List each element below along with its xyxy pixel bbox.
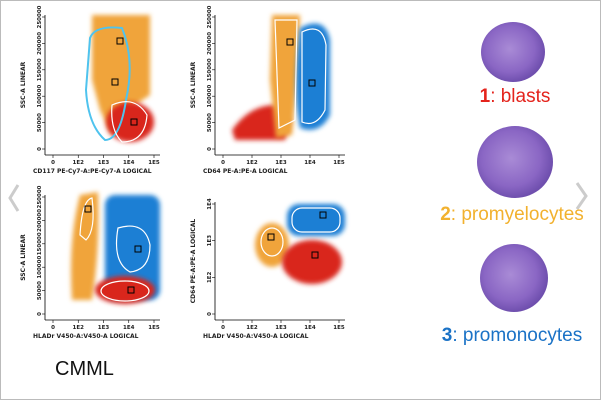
y-tick-label: 1E3 [207,235,213,247]
y-tick-label: 150000 [207,58,213,81]
legend-number: 3 [442,325,453,346]
x-tick-label: 1E5 [333,325,345,331]
legend-number: 1 [480,86,491,107]
x-tick-label: 1E4 [123,160,135,166]
x-tick-label: 1E2 [73,160,85,166]
x-axis-label: CD117 PE-Cy7-A:PE-Cy7-A LOGICAL [33,168,152,175]
legend-entry: 1: blasts [480,86,551,107]
legend-text: : blasts [490,86,550,107]
legend-number: 2 [440,204,451,225]
y-tick-label: 100000 [207,85,213,108]
x-tick-label: 1E3 [275,325,287,331]
x-tick-label: 0 [221,325,225,331]
plot-3-density [71,192,160,304]
y-tick-label: 250000 [37,5,43,28]
y-tick-label: 200000 [37,32,43,55]
y-tick-label: 1E2 [207,271,213,283]
y-tick-label: 200000 [37,209,43,232]
x-axis-label: CD64 PE-A:PE-A LOGICAL [203,168,288,175]
x-axis-label: HLADr V450-A:V450-A LOGICAL [203,333,309,340]
y-tick-label: 1E4 [207,198,213,210]
x-tick-label: 1E5 [148,325,160,331]
y-tick-label: 150000 [37,58,43,81]
x-tick-label: 1E4 [304,325,316,331]
y-tick-label: 50000 [37,113,43,132]
x-tick-label: 1E5 [148,160,160,166]
y-tick-label: 0 [37,312,43,316]
plot-1-density [84,15,154,143]
x-tick-label: 1E4 [304,160,316,166]
legend-entry: 3: promonocytes [442,325,582,346]
x-tick-label: 0 [51,160,55,166]
y-tick-label: 150000 [37,232,43,255]
x-tick-label: 1E3 [98,325,110,331]
x-tick-label: 1E5 [333,160,345,166]
y-tick-label: 50000 [37,281,43,300]
x-tick-label: 1E2 [246,160,258,166]
y-axis-label: SSC-A LINEAR [190,61,197,108]
y-tick-label: 100000 [37,85,43,108]
y-tick-label: 0 [207,312,213,316]
y-tick-label: 250000 [37,185,43,208]
y-axis-label: SSC-A LINEAR [20,234,27,281]
legend-text: : promonocytes [452,325,582,346]
legend-text: : promyelocytes [451,204,584,225]
x-tick-label: 1E3 [98,160,110,166]
caption: CMML [55,358,114,380]
plot-2-density [232,15,330,140]
legend-entry: 2: promyelocytes [440,204,584,225]
next-arrow[interactable] [575,182,588,210]
x-tick-label: 0 [221,160,225,166]
x-tick-label: 1E2 [73,325,85,331]
y-tick-label: 100000 [37,256,43,279]
y-axis-label: CD64 PE-A:PE-A LOGICAL [190,219,197,304]
y-tick-label: 0 [37,147,43,151]
cell-image [477,126,553,198]
prev-arrow[interactable] [8,184,20,212]
y-tick-label: 50000 [207,113,213,132]
x-tick-label: 1E3 [275,160,287,166]
cell-image [481,22,545,82]
y-axis-label: SSC-A LINEAR [20,61,27,108]
x-tick-label: 0 [51,325,55,331]
y-tick-label: 200000 [207,32,213,55]
x-tick-label: 1E4 [123,325,135,331]
x-axis-label: HLADr V450-A:V450-A LOGICAL [33,333,139,340]
y-tick-label: 0 [207,147,213,151]
cell-image [480,244,548,312]
y-tick-label: 250000 [207,5,213,28]
x-tick-label: 1E2 [246,325,258,331]
plot-4-density [255,204,345,284]
